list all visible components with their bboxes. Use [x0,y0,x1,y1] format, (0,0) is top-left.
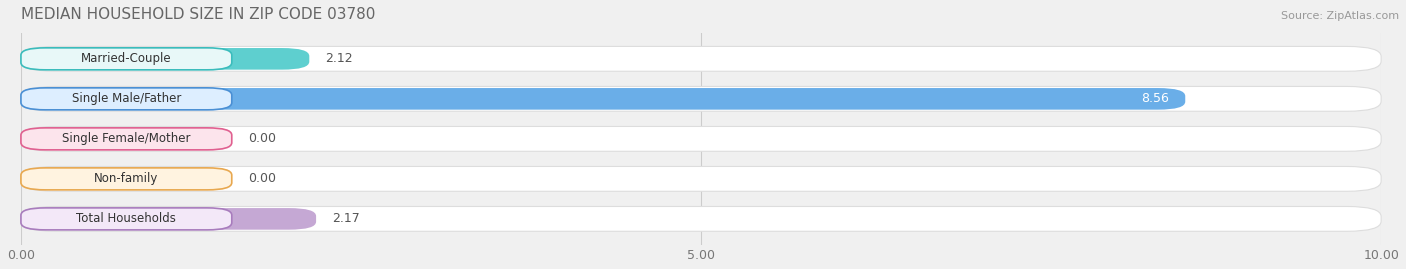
Text: 0.00: 0.00 [247,132,276,145]
Text: 0.00: 0.00 [247,172,276,185]
FancyBboxPatch shape [21,168,232,190]
FancyBboxPatch shape [21,167,1381,191]
Text: 2.17: 2.17 [332,213,360,225]
Text: Single Male/Father: Single Male/Father [72,92,181,105]
Text: 8.56: 8.56 [1142,92,1168,105]
Text: Married-Couple: Married-Couple [82,52,172,65]
Text: 2.12: 2.12 [326,52,353,65]
FancyBboxPatch shape [21,208,316,230]
FancyBboxPatch shape [21,168,221,190]
Text: Non-family: Non-family [94,172,159,185]
FancyBboxPatch shape [21,128,221,150]
Text: Source: ZipAtlas.com: Source: ZipAtlas.com [1281,11,1399,21]
FancyBboxPatch shape [21,128,232,150]
FancyBboxPatch shape [21,88,232,110]
FancyBboxPatch shape [21,126,1381,151]
FancyBboxPatch shape [21,88,1185,110]
Text: Single Female/Mother: Single Female/Mother [62,132,191,145]
FancyBboxPatch shape [21,86,1381,111]
FancyBboxPatch shape [21,208,232,230]
FancyBboxPatch shape [21,48,309,70]
FancyBboxPatch shape [21,48,232,70]
FancyBboxPatch shape [21,47,1381,71]
Text: MEDIAN HOUSEHOLD SIZE IN ZIP CODE 03780: MEDIAN HOUSEHOLD SIZE IN ZIP CODE 03780 [21,7,375,22]
Text: Total Households: Total Households [76,213,176,225]
FancyBboxPatch shape [21,207,1381,231]
